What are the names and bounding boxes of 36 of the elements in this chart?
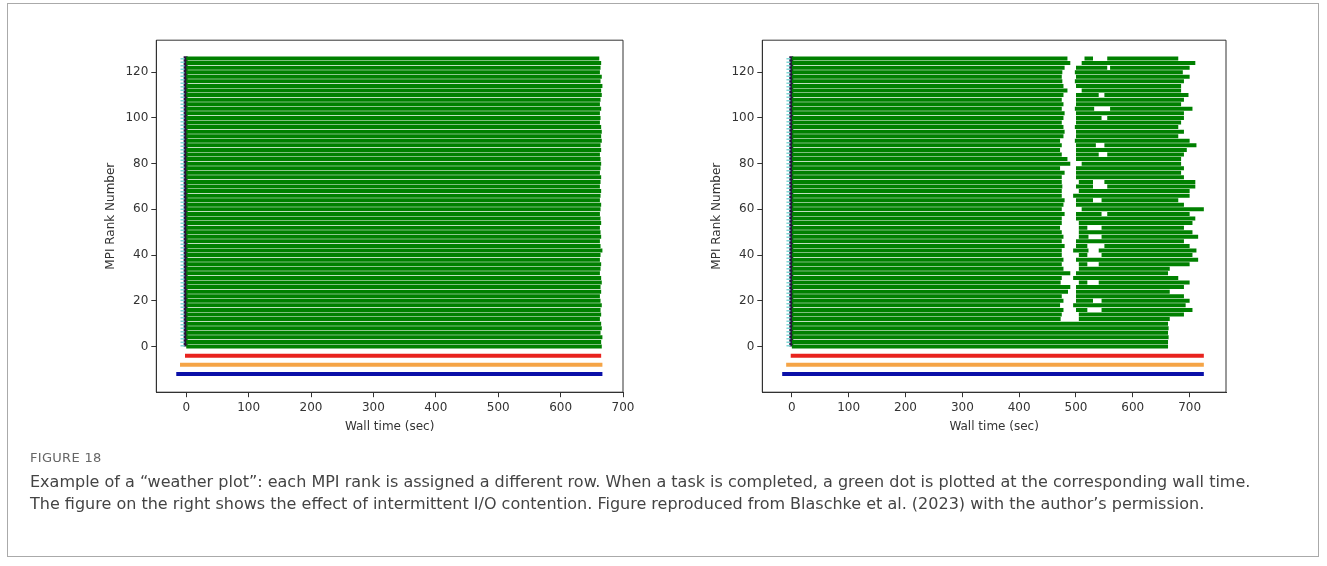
y-axis-title: MPI Rank Number [709, 162, 724, 270]
y-tick-label: 80 [133, 155, 149, 170]
y-tick-label: 20 [133, 292, 149, 307]
text: Example of a “weather plot”: each MPI rank is assigned a different row. When a task is completed, a green dot is plotted at the corresponding wall time. The figure on the right shows the effect of intermittent I/O contention. Figure reproduced from Blaschke et al. (2023) with the author’s permission. [30, 471, 1252, 515]
x-axis-title: Wall time (sec) [344, 418, 435, 433]
x-tick-label: 700 [611, 399, 635, 414]
x-tick-label: 600 [549, 399, 573, 414]
x-tick-label: 500 [486, 399, 510, 414]
y-tick-label: 40 [133, 247, 149, 262]
y-tick-label: 100 [731, 110, 755, 125]
x-tick-label: 0 [182, 399, 191, 414]
caption: FIGURE 18 [30, 450, 103, 465]
y-tick-label: 20 [739, 292, 755, 307]
y-tick-label: 120 [125, 64, 149, 79]
x-tick-label: 700 [1178, 399, 1202, 414]
x-axis-title: Wall time (sec) [949, 418, 1039, 433]
y-tick-label: 80 [739, 155, 755, 170]
y-tick-label: 60 [739, 201, 755, 216]
x-tick-label: 200 [299, 399, 323, 414]
y-tick-label: 0 [746, 338, 755, 353]
x-tick-label: 100 [837, 399, 861, 414]
x-tick-label: 400 [1007, 399, 1031, 414]
y-tick-label: 0 [140, 338, 149, 353]
y-tick-label: 60 [133, 201, 149, 216]
x-tick-label: 200 [894, 399, 917, 414]
x-tick-label: 300 [950, 399, 974, 414]
y-tick-label: 100 [125, 110, 149, 125]
y-tick-label: 120 [731, 64, 755, 79]
x-tick-label: 400 [424, 399, 448, 414]
x-tick-label: 500 [1064, 399, 1088, 414]
x-tick-label: 300 [361, 399, 385, 414]
x-tick-label: 100 [237, 399, 261, 414]
x-tick-label: 600 [1121, 399, 1145, 414]
x-tick-label: 0 [788, 399, 796, 414]
y-axis-title: MPI Rank Number [103, 162, 118, 270]
y-tick-label: 40 [739, 247, 755, 262]
